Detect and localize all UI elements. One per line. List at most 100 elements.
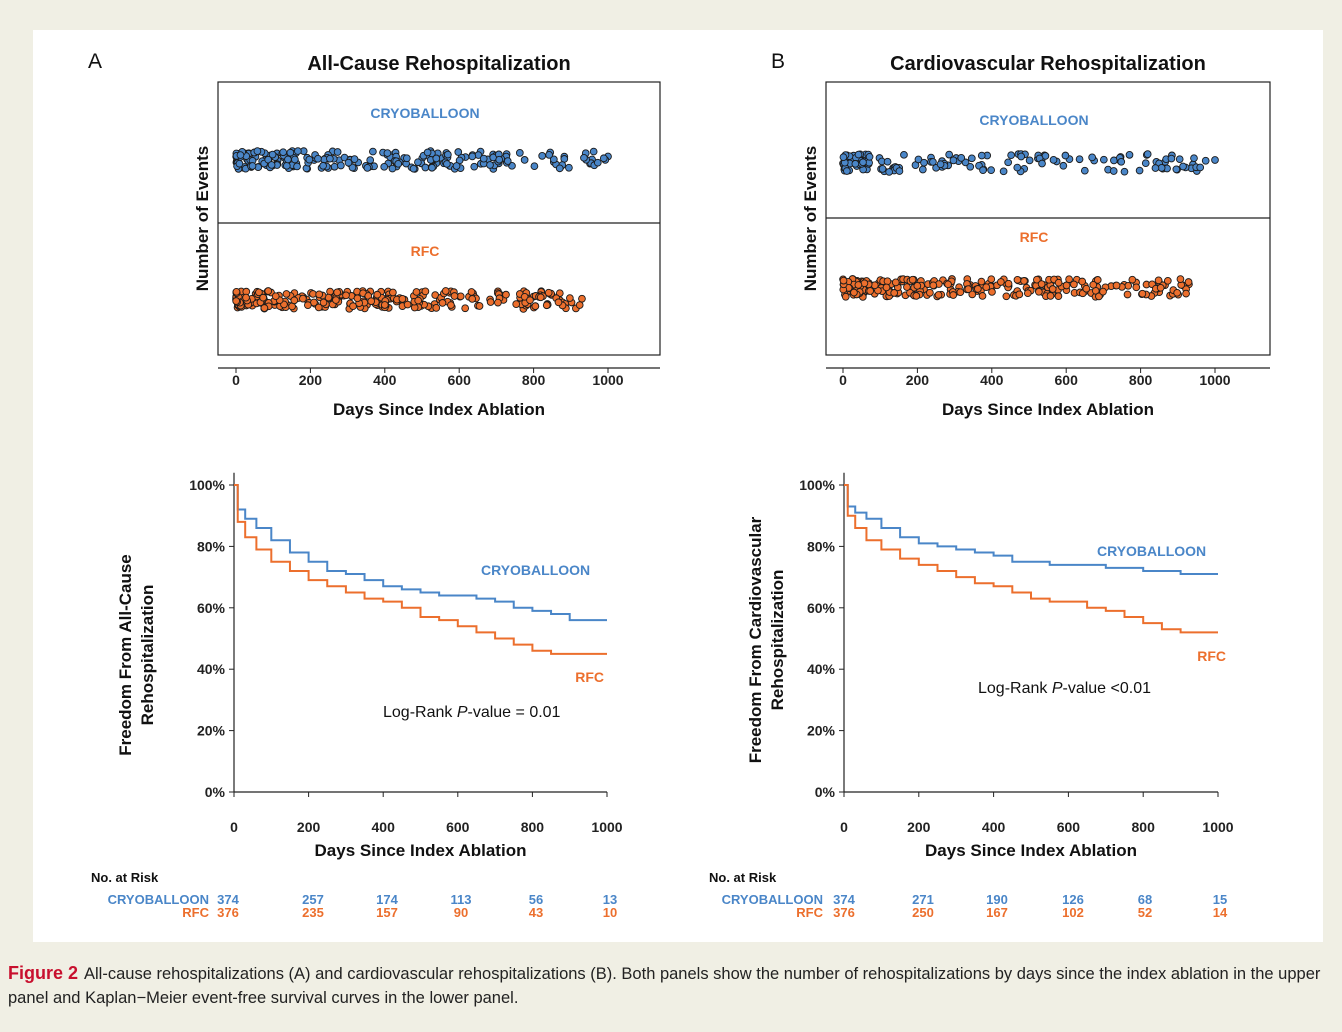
rfc-event-dot (1035, 287, 1043, 296)
cryoballoon-event-dot (333, 148, 342, 156)
risk-value: 113 (451, 892, 472, 907)
cryoballoon-event-dot (878, 165, 887, 173)
y-axis-title: Number of Events (193, 146, 212, 291)
cryoballoon-event-dot (977, 151, 986, 160)
cryoballoon-event-dot (1141, 159, 1150, 168)
rfc-event-dot (929, 281, 938, 290)
cryoballoon-event-dot (421, 163, 430, 172)
x-tick-label: 600 (446, 819, 470, 835)
rfc-event-dot (1093, 276, 1102, 284)
cryoballoon-event-dot (839, 153, 848, 162)
x-tick-label: 400 (372, 819, 396, 835)
caption-label: Figure 2 (8, 963, 79, 983)
rfc-event-dot (412, 288, 421, 296)
rfc-event-dot (450, 292, 459, 300)
rfc-event-dot (1070, 280, 1078, 289)
cryoballoon-event-dot (330, 162, 339, 171)
cryoballoon-event-dot (363, 164, 372, 172)
rfc-event-dot (1033, 275, 1041, 284)
cryoballoon-event-dot (914, 155, 923, 164)
rfc-event-dot (1154, 276, 1163, 285)
rfc-event-dot (531, 302, 540, 311)
rfc-event-dot (389, 288, 397, 297)
cryoballoon-event-dot (503, 157, 512, 165)
rfc-event-dot (502, 290, 510, 299)
rfc-event-dot (1013, 275, 1022, 284)
cryoballoon-event-dot (957, 154, 966, 162)
risk-value: 15 (1213, 892, 1227, 907)
figure-panel: A All-Cause Rehospitalization Days Since I… (33, 30, 1323, 942)
cryoballoon-event-dot (538, 152, 547, 160)
rfc-event-dot (353, 294, 362, 303)
rfc-event-dot (1095, 292, 1103, 301)
rfc-event-dot (1078, 277, 1087, 286)
x-tick-label: 400 (373, 372, 397, 388)
cryoballoon-event-dot (350, 155, 359, 163)
rfc-event-dot (468, 295, 477, 303)
cryoballoon-event-dot (319, 161, 327, 170)
rfc-event-dot (536, 293, 545, 302)
rfc-event-dot (398, 295, 407, 303)
cryoballoon-event-dot (1201, 156, 1210, 165)
cryoballoon-event-dot (394, 159, 403, 168)
cryoballoon-event-dot (414, 158, 422, 167)
x-tick-label: 400 (982, 819, 1006, 835)
x-tick-label: 600 (448, 372, 472, 388)
cryoballoon-event-dot (443, 160, 451, 168)
y-tick-label: 60% (807, 600, 836, 616)
rfc-event-dot (913, 281, 922, 290)
rfc-event-dot (1182, 289, 1190, 298)
rfc-event-dot (447, 301, 455, 309)
rfc-event-dot (259, 293, 268, 302)
panel-label: B (771, 50, 785, 73)
cryoballoon-event-dot (1099, 155, 1108, 164)
cryoballoon-event-dot (854, 150, 863, 159)
y-tick-label: 20% (197, 723, 226, 739)
rfc-event-dot (1163, 276, 1172, 285)
x-tick-label: 800 (521, 819, 545, 835)
rfc-event-dot (242, 293, 250, 302)
cryoballoon-event-dot (1125, 150, 1134, 159)
rfc-event-dot (1015, 290, 1024, 299)
cryoballoon-event-dot (468, 152, 477, 161)
risk-row-name-cryoballoon: CRYOBALLOON (722, 892, 823, 907)
cryoballoon-event-dot (284, 155, 292, 164)
rfc-event-dot (309, 290, 317, 298)
cryoballoon-event-dot (1059, 161, 1068, 170)
rfc-event-dot (949, 291, 958, 299)
y-tick-label: 20% (807, 723, 836, 739)
rfc-event-dot (1023, 289, 1032, 298)
risk-row-name-rfc: RFC (182, 905, 209, 920)
cryoballoon-event-dot (599, 154, 608, 163)
rfc-event-dot (977, 277, 986, 286)
rfc-event-dot (841, 292, 850, 301)
rfc-event-dot (475, 302, 484, 310)
y-tick-label: 80% (807, 538, 836, 554)
cryoballoon-event-dot (383, 149, 392, 157)
cryoballoon-event-dot (967, 154, 976, 163)
cryoballoon-event-dot (1075, 155, 1084, 164)
cryoballoon-event-dot (1004, 158, 1012, 167)
cryoballoon-event-dot (291, 155, 299, 164)
rfc-curve-label: RFC (575, 669, 604, 685)
rfc-event-dot (1112, 281, 1121, 290)
cryoballoon-event-dot (900, 150, 908, 159)
cryoballoon-event-dot (366, 156, 375, 164)
cryoballoon-event-dot (1061, 151, 1070, 160)
y-axis-title-line1: Freedom From Cardiovascular (746, 516, 765, 763)
y-tick-label: 100% (799, 477, 835, 493)
rfc-survival-curve (234, 484, 607, 655)
rfc-event-dot (1184, 278, 1193, 286)
rfc-event-dot (380, 301, 389, 309)
rfc-event-dot (461, 304, 470, 313)
cryoballoon-event-dot (1211, 156, 1219, 164)
cryoballoon-event-dot (1007, 151, 1015, 160)
risk-value: 10 (603, 905, 617, 920)
rfc-event-dot (903, 283, 911, 291)
cryoballoon-survival-curve (844, 484, 1218, 576)
risk-value: 376 (833, 905, 855, 920)
cryoballoon-event-dot (920, 158, 928, 167)
rfc-event-dot (421, 287, 430, 296)
cryoballoon-group-label: CRYOBALLOON (979, 112, 1088, 128)
y-tick-label: 0% (205, 784, 226, 800)
